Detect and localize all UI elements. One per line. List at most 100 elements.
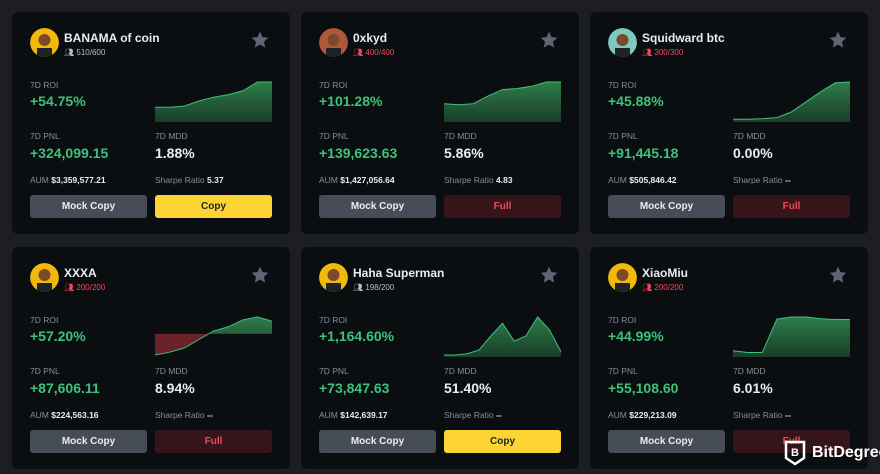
mdd-value: 51.40% [444, 380, 492, 396]
follower-count: 👥︎ 198/200 [353, 283, 395, 292]
aum: AUM $1,427,056.64 [319, 175, 395, 185]
trader-card: Squidward btc 👥︎ 300/300 7D ROI +45.88% … [590, 12, 868, 234]
follower-count: 👥︎ 200/200 [64, 283, 106, 292]
sparkline-line [155, 81, 272, 108]
copy-button[interactable]: Copy [155, 195, 272, 218]
sparkline-area [733, 317, 850, 357]
sparkline-area [733, 82, 850, 122]
mdd-value: 0.00% [733, 145, 773, 161]
roi-sparkline [733, 81, 850, 122]
roi-sparkline [155, 316, 272, 356]
pnl-value: +324,099.15 [30, 145, 109, 161]
mdd-value: 8.94% [155, 380, 195, 396]
users-icon: 👥︎ [353, 283, 366, 292]
mock-copy-button[interactable]: Mock Copy [608, 430, 725, 453]
sparkline-area [155, 82, 272, 122]
pnl-value: +87,606.11 [30, 380, 100, 396]
avatar[interactable] [30, 28, 59, 57]
pnl-value: +55,108.60 [608, 380, 679, 396]
users-icon: 👥︎ [642, 48, 655, 57]
pnl-value: +73,847.63 [319, 380, 390, 396]
star-icon[interactable] [828, 30, 848, 50]
star-icon[interactable] [539, 265, 559, 285]
roi-label: 7D ROI [30, 315, 59, 325]
full-button[interactable]: Full [444, 195, 561, 218]
mock-copy-button[interactable]: Mock Copy [319, 195, 436, 218]
watermark: B BitDegree [784, 440, 880, 466]
mdd-value: 6.01% [733, 380, 773, 396]
sparkline-line [733, 316, 850, 353]
roi-label: 7D ROI [319, 80, 348, 90]
users-icon: 👥︎ [353, 48, 366, 57]
roi-label: 7D ROI [608, 315, 637, 325]
star-icon[interactable] [828, 265, 848, 285]
aum: AUM $224,563.16 [30, 410, 99, 420]
mdd-label: 7D MDD [155, 366, 188, 376]
pnl-label: 7D PNL [608, 131, 638, 141]
follower-count: 👥︎ 300/300 [642, 48, 684, 57]
roi-label: 7D ROI [30, 80, 59, 90]
avatar[interactable] [30, 263, 59, 292]
trader-card: BANAMA of coin 👥︎ 510/600 7D ROI +54.75%… [12, 12, 290, 234]
trader-name[interactable]: XXXA [64, 266, 97, 280]
roi-label: 7D ROI [319, 315, 348, 325]
star-icon[interactable] [250, 265, 270, 285]
users-icon: 👥︎ [64, 48, 77, 57]
sharpe-ratio: Sharpe Ratio -- [733, 175, 791, 185]
mock-copy-button[interactable]: Mock Copy [30, 195, 147, 218]
follower-count: 👥︎ 400/400 [353, 48, 395, 57]
trader-name[interactable]: BANAMA of coin [64, 31, 160, 45]
mdd-label: 7D MDD [733, 366, 766, 376]
roi-label: 7D ROI [608, 80, 637, 90]
pnl-label: 7D PNL [608, 366, 638, 376]
roi-value: +44.99% [608, 328, 664, 344]
star-icon[interactable] [539, 30, 559, 50]
trader-name[interactable]: XiaoMiu [642, 266, 689, 280]
follower-count: 👥︎ 200/200 [642, 283, 684, 292]
mock-copy-button[interactable]: Mock Copy [30, 430, 147, 453]
copy-button[interactable]: Copy [444, 430, 561, 453]
mdd-label: 7D MDD [733, 131, 766, 141]
pnl-value: +91,445.18 [608, 145, 679, 161]
pnl-label: 7D PNL [319, 131, 349, 141]
full-button[interactable]: Full [733, 195, 850, 218]
sharpe-ratio: Sharpe Ratio -- [444, 410, 502, 420]
roi-sparkline [733, 316, 850, 357]
sparkline-area [444, 82, 561, 122]
sparkline-line [155, 316, 272, 356]
avatar[interactable] [608, 28, 637, 57]
users-icon: 👥︎ [642, 283, 655, 292]
roi-value: +57.20% [30, 328, 86, 344]
trader-card: 0xkyd 👥︎ 400/400 7D ROI +101.28% 7D PNL … [301, 12, 579, 234]
trader-name[interactable]: 0xkyd [353, 31, 388, 45]
mock-copy-button[interactable]: Mock Copy [319, 430, 436, 453]
bitdegree-logo-icon: B [784, 440, 806, 466]
roi-value: +1,164.60% [319, 328, 395, 344]
pnl-label: 7D PNL [30, 366, 60, 376]
mock-copy-button[interactable]: Mock Copy [608, 195, 725, 218]
pnl-label: 7D PNL [30, 131, 60, 141]
roi-value: +54.75% [30, 93, 86, 109]
sparkline-line [733, 81, 850, 120]
roi-value: +45.88% [608, 93, 664, 109]
avatar[interactable] [608, 263, 637, 292]
sharpe-ratio: Sharpe Ratio 4.83 [444, 175, 513, 185]
users-icon: 👥︎ [64, 283, 77, 292]
trader-name[interactable]: Squidward btc [642, 31, 725, 45]
trader-card: Haha Superman 👥︎ 198/200 7D ROI +1,164.6… [301, 247, 579, 469]
avatar[interactable] [319, 263, 348, 292]
trader-card: XXXA 👥︎ 200/200 7D ROI +57.20% 7D PNL +8… [12, 247, 290, 469]
full-button[interactable]: Full [155, 430, 272, 453]
sparkline-line [444, 316, 561, 356]
roi-sparkline [444, 316, 561, 357]
trader-card: XiaoMiu 👥︎ 200/200 7D ROI +44.99% 7D PNL… [590, 247, 868, 469]
trader-name[interactable]: Haha Superman [353, 266, 445, 280]
mdd-label: 7D MDD [444, 366, 477, 376]
star-icon[interactable] [250, 30, 270, 50]
sparkline-line [444, 81, 561, 106]
avatar[interactable] [319, 28, 348, 57]
sharpe-ratio: Sharpe Ratio -- [733, 410, 791, 420]
sparkline-negative-area [155, 333, 272, 355]
mdd-value: 1.88% [155, 145, 195, 161]
sharpe-ratio: Sharpe Ratio -- [155, 410, 213, 420]
